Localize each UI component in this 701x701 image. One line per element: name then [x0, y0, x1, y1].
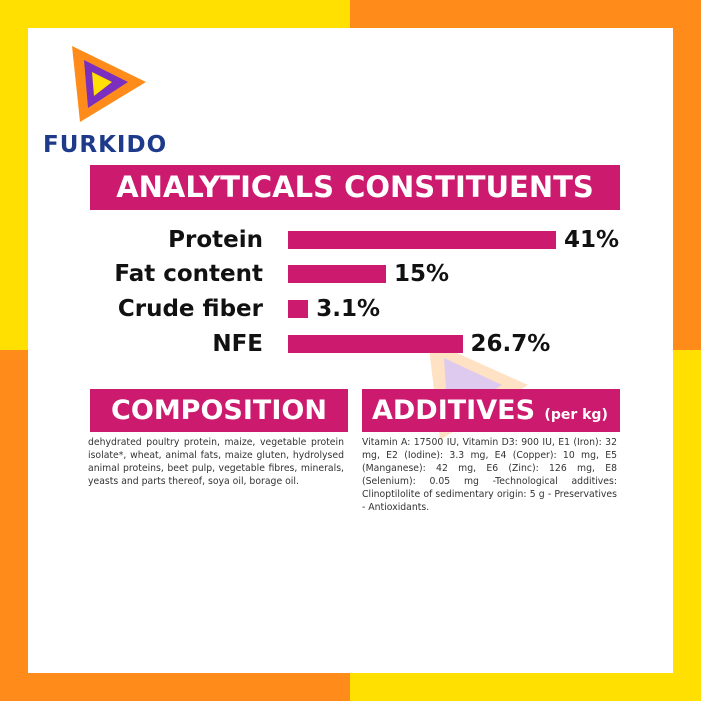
category-label: Crude fiber — [117, 296, 263, 322]
composition-text: dehydrated poultry protein, maize, veget… — [88, 437, 344, 487]
additives-banner: ADDITIVES (per kg) — [362, 389, 620, 432]
chart-title: ANALYTICALS CONSTITUENTS — [90, 165, 620, 210]
value-label: 26.7% — [470, 331, 551, 357]
bar — [288, 231, 556, 249]
bar — [288, 335, 463, 353]
logo-icon — [72, 46, 146, 122]
additives-text: Vitamin A: 17500 IU, Vitamin D3: 900 IU,… — [362, 437, 617, 513]
category-label: Protein — [168, 227, 263, 253]
value-label: 15% — [394, 261, 450, 287]
additives-title: ADDITIVES — [372, 395, 536, 426]
brand: FURKIDO — [43, 132, 168, 158]
additives-unit: (per kg) — [544, 407, 608, 423]
bar — [288, 265, 387, 283]
bar — [288, 300, 309, 318]
composition-title: COMPOSITION — [90, 389, 348, 432]
value-label: 41% — [564, 227, 620, 253]
category-label: Fat content — [114, 261, 263, 287]
value-label: 3.1% — [316, 296, 381, 322]
category-label: NFE — [212, 331, 263, 357]
